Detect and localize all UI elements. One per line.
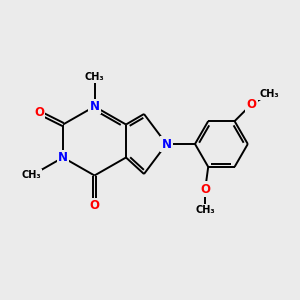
- Text: O: O: [34, 106, 44, 119]
- Text: CH₃: CH₃: [22, 170, 41, 181]
- Text: O: O: [246, 98, 256, 111]
- Text: N: N: [89, 100, 100, 113]
- Text: CH₃: CH₃: [85, 71, 104, 82]
- Text: N: N: [58, 151, 68, 164]
- Text: N: N: [161, 137, 172, 151]
- Text: O: O: [200, 183, 210, 196]
- Text: CH₃: CH₃: [259, 89, 279, 99]
- Text: O: O: [89, 199, 100, 212]
- Text: CH₃: CH₃: [195, 206, 215, 215]
